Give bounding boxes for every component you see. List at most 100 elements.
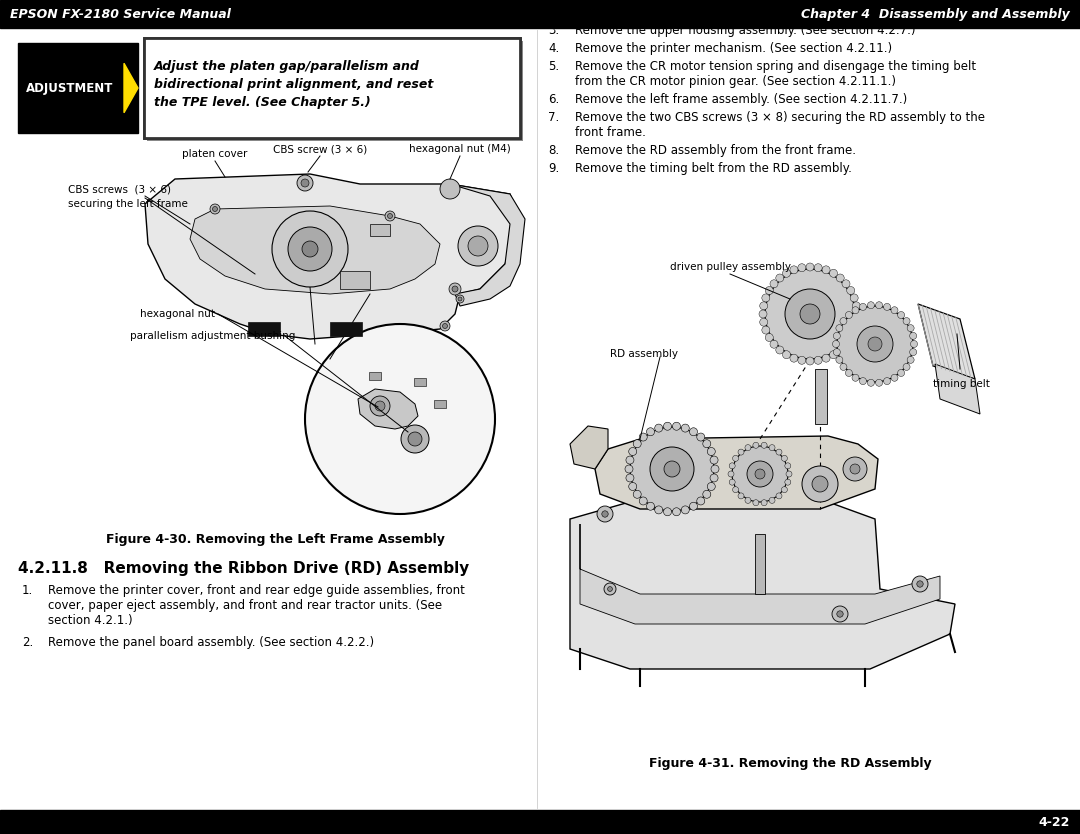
Text: Adjust the platen gap/parallelism and: Adjust the platen gap/parallelism and — [154, 59, 420, 73]
Circle shape — [458, 297, 462, 301]
Circle shape — [761, 442, 767, 449]
Polygon shape — [570, 499, 955, 669]
Circle shape — [745, 445, 751, 450]
Circle shape — [891, 374, 897, 381]
Circle shape — [440, 179, 460, 199]
Circle shape — [912, 576, 928, 592]
Circle shape — [738, 493, 744, 499]
Circle shape — [876, 379, 882, 386]
Circle shape — [732, 446, 788, 502]
Circle shape — [458, 226, 498, 266]
Circle shape — [770, 340, 778, 349]
Text: 9.: 9. — [548, 162, 559, 175]
Circle shape — [663, 508, 672, 515]
Text: Remove the RD assembly from the front frame.: Remove the RD assembly from the front fr… — [575, 144, 856, 157]
Circle shape — [689, 502, 698, 510]
Circle shape — [853, 310, 861, 318]
Text: driven pulley assembly: driven pulley assembly — [670, 262, 791, 272]
Circle shape — [759, 302, 768, 310]
Circle shape — [798, 264, 806, 272]
Circle shape — [297, 175, 313, 191]
Polygon shape — [190, 206, 440, 294]
Text: 3.: 3. — [548, 24, 559, 37]
Text: Figure 4-31. Removing the RD Assembly: Figure 4-31. Removing the RD Assembly — [649, 757, 931, 771]
Circle shape — [842, 279, 850, 288]
Text: Remove the CR motor tension spring and disengage the timing belt
from the CR mot: Remove the CR motor tension spring and d… — [575, 60, 976, 88]
Circle shape — [860, 378, 866, 384]
Circle shape — [761, 326, 770, 334]
Circle shape — [846, 312, 852, 319]
Circle shape — [732, 487, 739, 493]
Circle shape — [663, 422, 672, 430]
Circle shape — [834, 333, 840, 339]
Circle shape — [597, 506, 613, 522]
Bar — [370, 224, 390, 236]
Circle shape — [837, 610, 843, 617]
Circle shape — [745, 497, 751, 504]
Circle shape — [798, 356, 806, 364]
Bar — [815, 369, 827, 424]
Bar — [414, 378, 426, 386]
Circle shape — [468, 236, 488, 256]
Circle shape — [903, 364, 910, 370]
Text: Remove the printer cover, front and rear edge guide assemblies, front
cover, pap: Remove the printer cover, front and rear… — [48, 584, 464, 627]
Circle shape — [814, 356, 822, 364]
Circle shape — [829, 269, 837, 277]
Text: ADJUSTMENT: ADJUSTMENT — [26, 82, 113, 94]
Circle shape — [907, 324, 914, 332]
Bar — [0, 0, 1080, 28]
Circle shape — [213, 207, 217, 212]
Circle shape — [836, 324, 842, 332]
Bar — [248, 322, 280, 336]
Circle shape — [408, 432, 422, 446]
Circle shape — [775, 346, 784, 354]
Bar — [369, 372, 381, 380]
Circle shape — [710, 456, 718, 464]
Text: Remove the printer mechanism. (See section 4.2.11.): Remove the printer mechanism. (See secti… — [575, 42, 892, 55]
Circle shape — [909, 333, 917, 339]
Circle shape — [783, 351, 791, 359]
Circle shape — [812, 476, 828, 492]
Circle shape — [840, 364, 847, 370]
Text: hexagonal nut (M4): hexagonal nut (M4) — [409, 144, 511, 154]
Circle shape — [834, 349, 840, 355]
Circle shape — [440, 321, 450, 331]
Text: 1.: 1. — [22, 584, 33, 597]
Circle shape — [769, 497, 775, 504]
Circle shape — [761, 294, 770, 302]
Circle shape — [867, 302, 875, 309]
Circle shape — [401, 425, 429, 453]
Circle shape — [673, 422, 680, 430]
Circle shape — [681, 506, 689, 514]
Circle shape — [630, 427, 714, 511]
Circle shape — [370, 396, 390, 416]
Circle shape — [858, 326, 893, 362]
Circle shape — [910, 340, 918, 348]
Polygon shape — [935, 364, 980, 414]
Circle shape — [782, 455, 787, 461]
Text: CBS screw (3 × 6): CBS screw (3 × 6) — [273, 144, 367, 154]
Circle shape — [770, 279, 778, 288]
Circle shape — [654, 425, 663, 432]
Bar — [18, 43, 138, 133]
Circle shape — [629, 448, 637, 455]
Circle shape — [852, 302, 861, 310]
Circle shape — [738, 449, 744, 455]
Circle shape — [867, 379, 875, 386]
Circle shape — [449, 283, 461, 295]
Circle shape — [840, 318, 847, 324]
Circle shape — [814, 264, 822, 272]
Circle shape — [728, 471, 734, 477]
Polygon shape — [357, 389, 418, 429]
Circle shape — [759, 318, 768, 326]
Text: Remove the two CBS screws (3 × 8) securing the RD assembly to the
front frame.: Remove the two CBS screws (3 × 8) securi… — [575, 111, 985, 139]
Text: platen cover: platen cover — [183, 149, 247, 159]
Circle shape — [272, 211, 348, 287]
Circle shape — [759, 310, 767, 318]
Circle shape — [822, 354, 831, 362]
Text: Remove the upper housing assembly. (See section 4.2.7.): Remove the upper housing assembly. (See … — [575, 24, 916, 37]
Circle shape — [707, 483, 715, 490]
Circle shape — [833, 340, 839, 348]
Bar — [434, 400, 446, 408]
Circle shape — [729, 480, 735, 485]
